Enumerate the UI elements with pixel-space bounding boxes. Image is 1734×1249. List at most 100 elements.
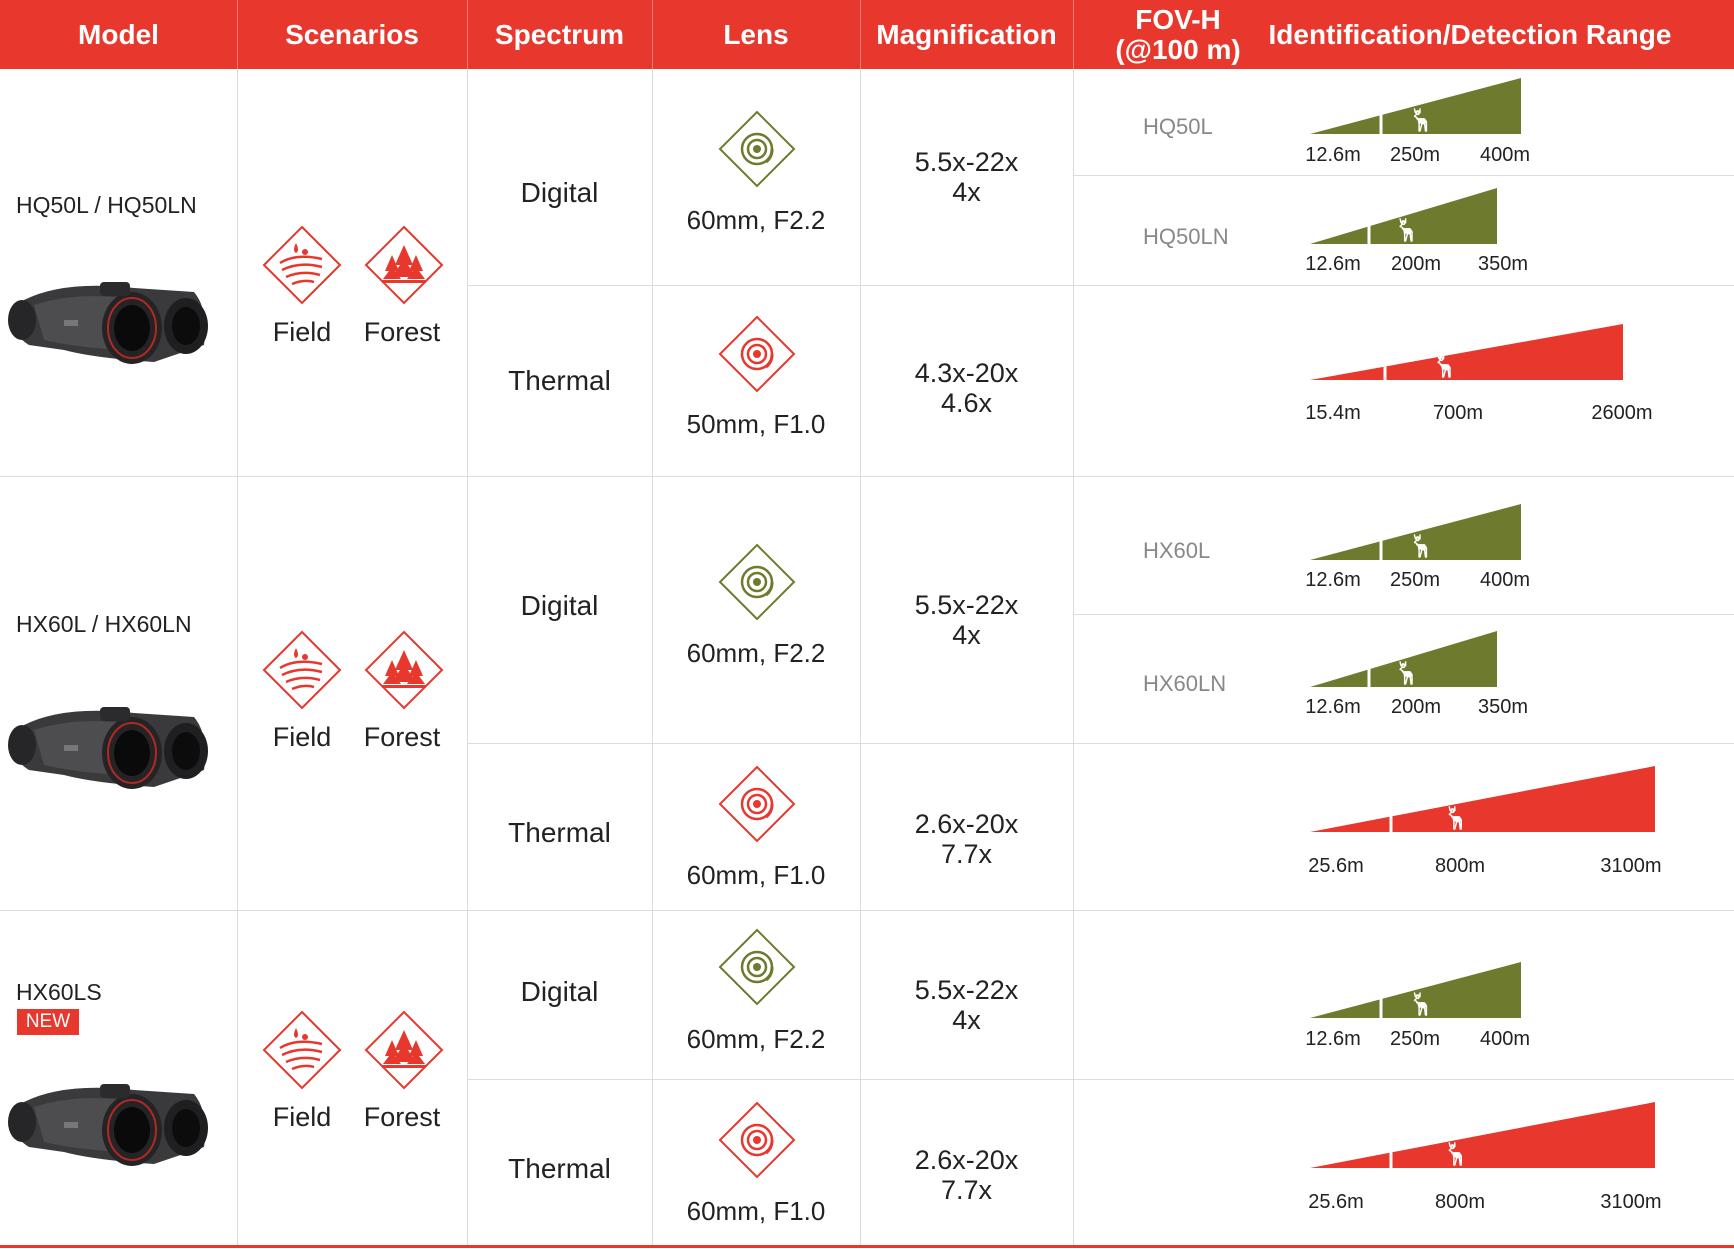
digital-range-wedge [1310,78,1521,135]
range-label: 400m [1479,1028,1531,1050]
header-spectrum: Spectrum [494,18,625,50]
range-label: 350m [1477,253,1529,275]
range-label: 2600m [1591,402,1653,424]
binocular-image [4,695,212,795]
magnification-range: 5.5x-22x [914,975,1019,1005]
magnification-base: 4.6x [940,388,993,418]
magnification-base: 7.7x [940,1175,993,1205]
digital-range-wedge [1310,962,1521,1019]
range-label: 3100m [1600,855,1662,877]
spectrum-digital: Digital [520,177,599,208]
magnification: 5.5x-22x 4x [860,975,1073,1035]
magnification-range: 5.5x-22x [914,147,1019,177]
sub-model-label: HQ50L [1143,114,1213,139]
scenario-forest-label: Forest [363,722,441,752]
magnification-range: 2.6x-20x [914,1145,1019,1175]
forest-icon [364,225,444,305]
header-fov-line1: FOV-H [1135,4,1221,36]
scenario-forest-label: Forest [363,317,441,347]
range-label: 250m [1389,569,1441,591]
range-label: 25.6m [1308,855,1364,877]
range-wedge-shape [1310,504,1521,560]
digital-range-wedge [1310,188,1497,245]
lens-thermal-icon [718,765,796,843]
spectrum-digital: Digital [520,590,599,621]
magnification: 4.3x-20x 4.6x [860,358,1073,418]
range-label: 400m [1479,144,1531,166]
new-badge: NEW [17,1009,79,1035]
range-wedge-shape [1310,188,1497,244]
magnification: 2.6x-20x 7.7x [860,1145,1073,1205]
forest-icon [364,630,444,710]
field-icon [262,630,342,710]
lens-spec: 60mm, F1.0 [686,1196,826,1226]
sub-model-label: HQ50LN [1143,224,1229,249]
spectrum-thermal: Thermal [508,1153,611,1184]
lens-thermal-icon [718,315,796,393]
range-label: 250m [1389,144,1441,166]
range-wedge-shape [1310,78,1521,134]
thermal-range-wedge [1310,324,1623,381]
range-label: 200m [1390,253,1442,275]
magnification: 2.6x-20x 7.7x [860,809,1073,869]
magnification-range: 2.6x-20x [914,809,1019,839]
lens-spec: 60mm, F1.0 [686,860,826,890]
field-icon [262,225,342,305]
lens-thermal-icon [718,1101,796,1179]
range-wedge-shape [1310,962,1521,1018]
range-label: 25.6m [1308,1191,1364,1213]
range-label: 350m [1477,696,1529,718]
magnification: 5.5x-22x 4x [860,147,1073,207]
magnification-base: 4x [952,1005,981,1035]
range-label: 400m [1479,569,1531,591]
range-wedge-shape [1310,631,1497,687]
range-label: 12.6m [1305,696,1361,718]
lens-digital-icon [718,543,796,621]
lens-spec: 50mm, F1.0 [686,409,826,439]
header-fov-line2: (@100 m) [1115,33,1241,65]
lens-digital-icon [718,928,796,1006]
model-name: HX60LS [16,979,102,1005]
range-label: 700m [1432,402,1484,424]
scenario-field-label: Field [272,1102,332,1132]
range-label: 800m [1434,1191,1486,1213]
table-header: Model Scenarios Spectrum Lens Magnificat… [0,0,1734,69]
header-range: Identification/Detection Range [1268,18,1672,50]
range-label: 3100m [1600,1191,1662,1213]
range-wedge-shape [1310,1102,1655,1168]
range-label: 200m [1390,696,1442,718]
binocular-image [4,1072,212,1172]
sub-model-label: HX60L [1143,538,1211,563]
lens-spec: 60mm, F2.2 [686,638,826,668]
digital-range-wedge [1310,631,1497,688]
range-label: 12.6m [1305,1028,1361,1050]
field-icon [262,1010,342,1090]
model-name: HQ50L / HQ50LN [16,192,197,218]
magnification: 5.5x-22x 4x [860,590,1073,650]
spectrum-thermal: Thermal [508,817,611,848]
magnification-range: 4.3x-20x [914,358,1019,388]
forest-icon [364,1010,444,1090]
lens-digital-icon [718,110,796,188]
header-model: Model [78,18,159,50]
header-magnification: Magnification [876,18,1057,50]
range-wedge-shape [1310,324,1623,380]
magnification-range: 5.5x-22x [914,590,1019,620]
sub-model-label: HX60LN [1143,671,1227,696]
range-label: 250m [1389,1028,1441,1050]
spectrum-digital: Digital [520,976,599,1007]
range-label: 12.6m [1305,253,1361,275]
header-fov: FOV-H (@100 m) [1073,0,1283,69]
thermal-range-wedge [1310,766,1655,833]
range-label: 800m [1434,855,1486,877]
scenario-field-label: Field [272,722,332,752]
magnification-base: 7.7x [940,839,993,869]
lens-spec: 60mm, F2.2 [686,205,826,235]
scenario-field-label: Field [272,317,332,347]
magnification-base: 4x [952,177,981,207]
range-label: 12.6m [1305,569,1361,591]
header-scenarios: Scenarios [285,18,419,50]
model-name: HX60L / HX60LN [16,611,192,637]
range-label: 12.6m [1305,144,1361,166]
range-label: 15.4m [1305,402,1361,424]
